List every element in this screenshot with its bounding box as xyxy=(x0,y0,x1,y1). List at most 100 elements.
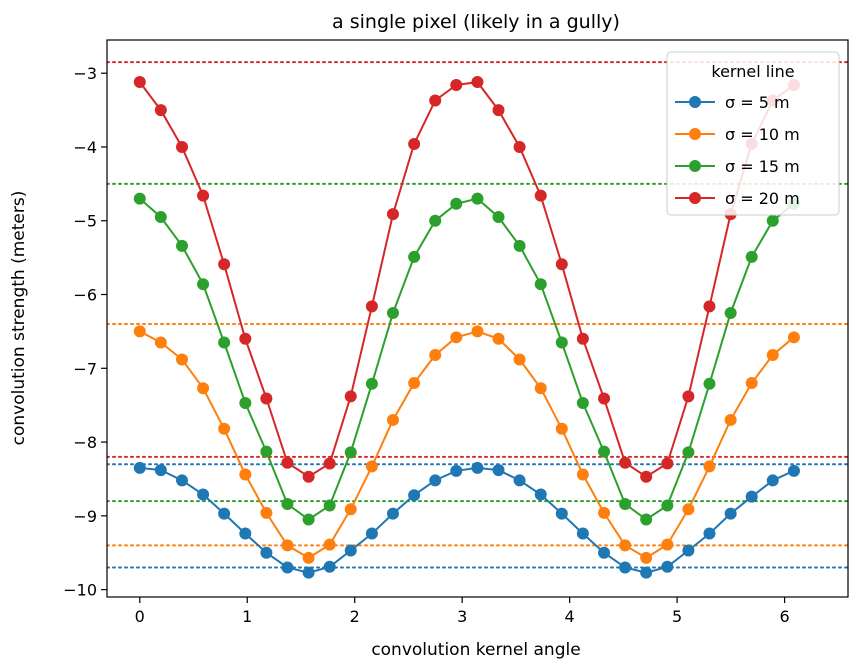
x-axis-label: convolution kernel angle xyxy=(371,640,580,660)
data-point xyxy=(598,392,611,405)
data-point xyxy=(429,214,442,227)
data-point xyxy=(133,76,146,89)
data-point xyxy=(555,336,568,349)
data-point xyxy=(513,239,526,252)
legend-marker xyxy=(689,128,701,140)
data-point xyxy=(766,214,779,227)
data-point xyxy=(281,561,294,574)
data-point xyxy=(197,488,210,501)
data-point xyxy=(745,250,758,263)
data-point xyxy=(344,446,357,459)
data-point xyxy=(281,456,294,469)
legend-marker xyxy=(689,96,701,108)
data-point xyxy=(534,488,547,501)
data-point xyxy=(682,544,695,557)
legend-label: σ = 20 m xyxy=(725,189,800,208)
data-point xyxy=(386,413,399,426)
x-tick-label: 5 xyxy=(672,607,682,626)
data-point xyxy=(534,189,547,202)
data-point xyxy=(365,460,378,473)
y-tick-label: −7 xyxy=(73,359,97,378)
plot-frame xyxy=(106,39,849,598)
legend-marker xyxy=(689,192,701,204)
data-point xyxy=(176,140,189,153)
y-tick-label: −5 xyxy=(73,212,97,231)
data-point xyxy=(640,470,653,483)
data-point xyxy=(344,390,357,403)
data-point xyxy=(598,546,611,559)
x-tick-label: 3 xyxy=(457,607,467,626)
data-point xyxy=(555,422,568,435)
data-point xyxy=(724,306,737,319)
data-point xyxy=(429,349,442,362)
data-point xyxy=(302,470,315,483)
x-tick-label: 6 xyxy=(779,607,789,626)
data-point xyxy=(703,300,716,313)
data-point xyxy=(640,513,653,526)
data-point xyxy=(154,104,167,117)
chart-title: a single pixel (likely in a gully) xyxy=(332,11,620,33)
data-point xyxy=(619,561,632,574)
legend-label: σ = 5 m xyxy=(725,93,790,112)
data-point xyxy=(703,460,716,473)
legend-item: σ = 15 m xyxy=(675,157,800,176)
data-point xyxy=(576,396,589,409)
data-point xyxy=(492,211,505,224)
data-point xyxy=(598,445,611,458)
data-point xyxy=(133,192,146,205)
data-point xyxy=(661,457,674,470)
data-point xyxy=(386,306,399,319)
series-line xyxy=(139,197,795,521)
data-point xyxy=(176,239,189,252)
data-point xyxy=(239,468,252,481)
data-point xyxy=(492,104,505,117)
data-point xyxy=(492,464,505,477)
legend-title: kernel line xyxy=(711,62,794,81)
data-point xyxy=(133,461,146,474)
legend-item: σ = 5 m xyxy=(675,93,790,112)
data-point xyxy=(408,250,421,263)
data-point xyxy=(703,377,716,390)
data-point xyxy=(724,413,737,426)
data-point xyxy=(344,503,357,516)
data-point xyxy=(408,138,421,151)
data-point xyxy=(302,513,315,526)
data-point xyxy=(344,544,357,557)
x-tick-label: 4 xyxy=(565,607,575,626)
data-point xyxy=(513,353,526,366)
data-point xyxy=(724,507,737,520)
data-point xyxy=(408,377,421,390)
data-point xyxy=(323,560,336,573)
data-point xyxy=(302,566,315,579)
data-point xyxy=(450,197,463,210)
data-point xyxy=(386,208,399,221)
data-point xyxy=(471,461,484,474)
data-point xyxy=(260,546,273,559)
data-point xyxy=(682,446,695,459)
y-tick-label: −10 xyxy=(63,581,97,600)
y-tick-label: −8 xyxy=(73,433,97,452)
data-point xyxy=(218,422,231,435)
data-point xyxy=(598,506,611,519)
data-point xyxy=(176,353,189,366)
x-tick-label: 2 xyxy=(350,607,360,626)
data-point xyxy=(429,474,442,487)
data-point xyxy=(766,349,779,362)
legend: kernel line σ = 5 m σ = 10 m σ = 15 m σ = 20… xyxy=(666,51,840,216)
data-point xyxy=(745,377,758,390)
data-point xyxy=(323,538,336,551)
data-point xyxy=(576,468,589,481)
data-point xyxy=(239,527,252,540)
data-point xyxy=(576,527,589,540)
data-point xyxy=(450,331,463,344)
y-axis: −10 −9 −8 −7 −6 −5 −4 −3 xyxy=(63,64,107,600)
data-point xyxy=(154,211,167,224)
data-point xyxy=(197,382,210,395)
legend-marker xyxy=(689,160,701,172)
x-tick-label: 1 xyxy=(242,607,252,626)
y-tick-label: −3 xyxy=(73,64,97,83)
data-point xyxy=(745,490,758,503)
legend-label: σ = 15 m xyxy=(725,157,800,176)
data-point xyxy=(513,140,526,153)
data-point xyxy=(682,390,695,403)
